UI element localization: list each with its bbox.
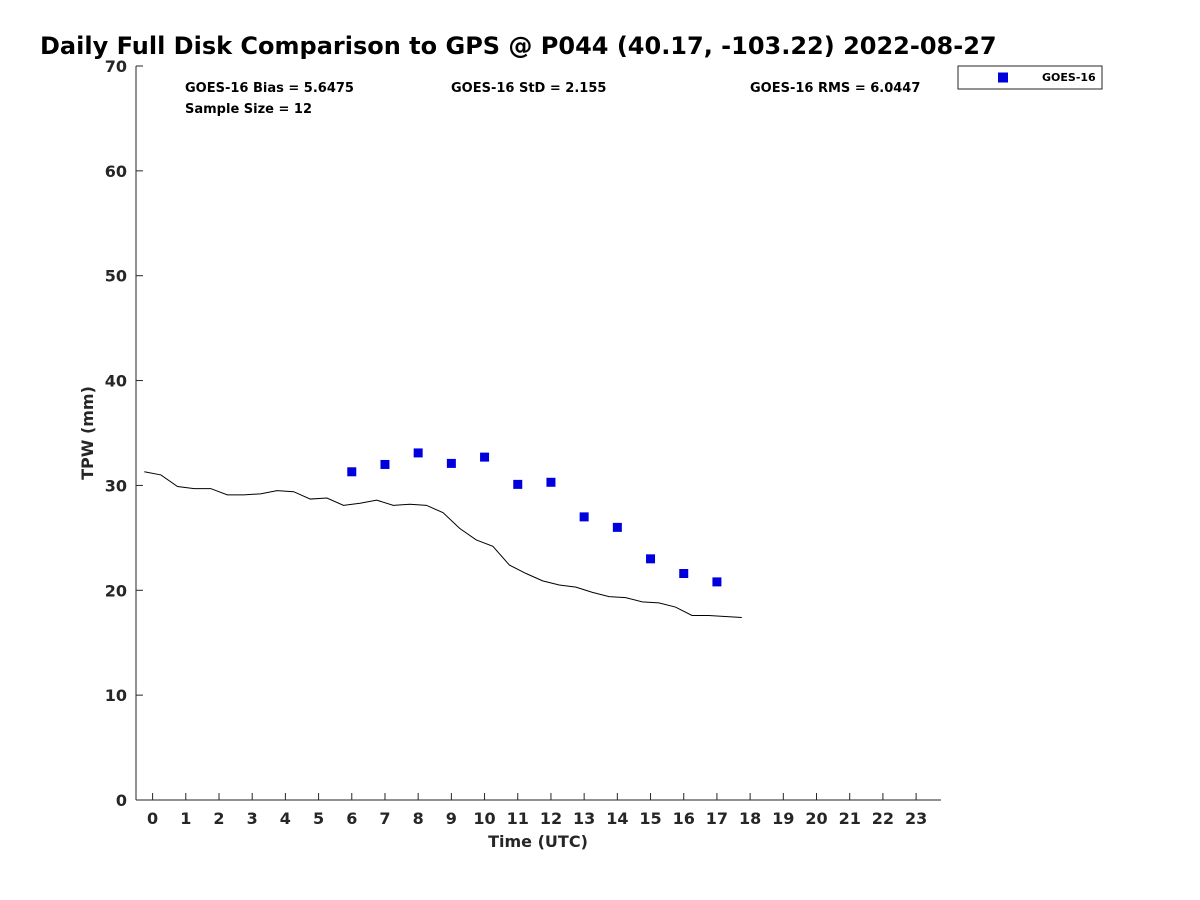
- x-tick-label: 7: [379, 809, 390, 828]
- x-tick-label: 6: [346, 809, 357, 828]
- goes-16-point: [380, 459, 390, 469]
- goes-16-point: [679, 569, 689, 579]
- goes-16-point: [646, 554, 656, 564]
- x-tick-label: 21: [839, 809, 861, 828]
- gps-tpw-line: [144, 471, 742, 619]
- x-tick-label: 3: [247, 809, 258, 828]
- x-tick-label: 14: [606, 809, 628, 828]
- x-tick-label: 9: [446, 809, 457, 828]
- x-tick-label: 4: [280, 809, 291, 828]
- y-tick-label: 20: [105, 581, 127, 600]
- y-tick-label: 70: [105, 57, 127, 76]
- axes: [135, 66, 941, 801]
- x-tick-label: 19: [772, 809, 794, 828]
- goes-16-point: [579, 512, 589, 522]
- goes-16-point: [546, 477, 556, 487]
- x-tick-label: 2: [213, 809, 224, 828]
- gps-series: [144, 471, 742, 619]
- y-tick-label: 50: [105, 267, 127, 286]
- goes-16-point: [712, 577, 722, 587]
- x-tick-label: 11: [507, 809, 529, 828]
- y-tick-label: 30: [105, 476, 127, 495]
- legend-label-goes-16: GOES-16: [1042, 71, 1096, 84]
- legend: GOES-16: [957, 65, 1103, 90]
- x-axis-label: Time (UTC): [488, 832, 588, 851]
- x-tick-label: 17: [706, 809, 728, 828]
- y-tick-label: 10: [105, 686, 127, 705]
- stat-bias: GOES-16 Bias = 5.6475: [185, 81, 354, 96]
- stat-sample-size: Sample Size = 12: [185, 102, 312, 117]
- x-tick-label: 22: [872, 809, 894, 828]
- y-axis-label: TPW (mm): [78, 386, 97, 480]
- x-tick-label: 18: [739, 809, 761, 828]
- y-tick-label: 0: [116, 791, 127, 810]
- y-tick-label: 40: [105, 372, 127, 391]
- y-tick-label: 60: [105, 162, 127, 181]
- x-tick-label: 20: [805, 809, 827, 828]
- x-tick-label: 0: [147, 809, 158, 828]
- goes-16-series: [347, 448, 722, 587]
- goes-16-point: [612, 522, 622, 532]
- stat-std: GOES-16 StD = 2.155: [451, 81, 606, 96]
- chart-title: Daily Full Disk Comparison to GPS @ P044…: [40, 32, 997, 60]
- x-tick-label: 16: [673, 809, 695, 828]
- y-ticks: 0 10 20 30 40 50 60 70: [105, 57, 143, 810]
- stat-rms: GOES-16 RMS = 6.0447: [750, 81, 920, 96]
- x-tick-label: 8: [413, 809, 424, 828]
- x-tick-label: 12: [540, 809, 562, 828]
- goes-16-point: [446, 458, 456, 468]
- legend-box: [957, 65, 1103, 90]
- legend-marker-goes-16: [998, 72, 1008, 83]
- x-ticks: 0 1 2 3 4 5 6 7 8 9 10 11 12 13 14 15 16 17 18 19 20 21 22 23: [147, 793, 927, 828]
- x-tick-label: 13: [573, 809, 595, 828]
- x-tick-label: 15: [639, 809, 661, 828]
- goes-16-point: [413, 448, 423, 458]
- goes-16-point: [347, 467, 357, 477]
- x-tick-label: 23: [905, 809, 927, 828]
- x-tick-label: 1: [180, 809, 191, 828]
- goes-16-point: [513, 479, 523, 489]
- goes-16-point: [480, 452, 490, 462]
- x-tick-label: 5: [313, 809, 324, 828]
- x-tick-label: 10: [473, 809, 495, 828]
